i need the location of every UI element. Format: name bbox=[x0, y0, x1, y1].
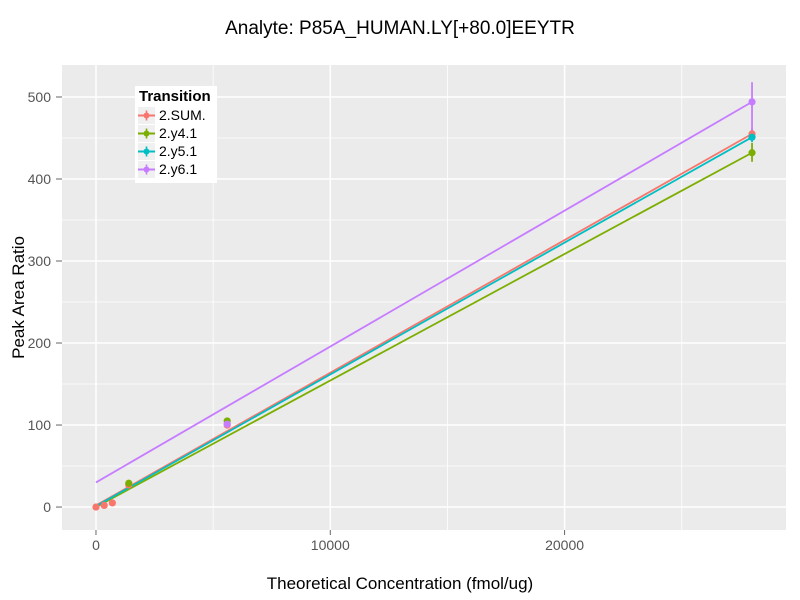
legend-item: 2.y4.1 bbox=[138, 125, 211, 142]
legend-key-glyph bbox=[138, 143, 155, 160]
legend-item-label: 2.y4.1 bbox=[159, 125, 198, 141]
svg-text:0: 0 bbox=[92, 537, 100, 553]
legend-items: 2.SUM. 2.y4.1 2.y5.1 2.y6.1 bbox=[138, 107, 211, 178]
svg-text:300: 300 bbox=[28, 253, 52, 269]
legend-item-label: 2.SUM. bbox=[159, 107, 206, 123]
svg-text:200: 200 bbox=[28, 335, 52, 351]
legend-title: Transition bbox=[139, 88, 211, 105]
legend-key-glyph bbox=[138, 107, 155, 124]
legend-item: 2.y5.1 bbox=[138, 143, 211, 160]
plot-title: Analyte: P85A_HUMAN.LY[+80.0]EEYTR bbox=[225, 18, 575, 39]
legend: Transition 2.SUM. 2.y4.1 2.y5.1 2.y6.1 bbox=[135, 86, 217, 183]
svg-text:20000: 20000 bbox=[545, 537, 584, 553]
svg-text:10000: 10000 bbox=[311, 537, 350, 553]
svg-text:400: 400 bbox=[28, 171, 52, 187]
legend-key-glyph bbox=[138, 125, 155, 142]
x-axis-title: Theoretical Concentration (fmol/ug) bbox=[266, 574, 534, 593]
legend-item-label: 2.y5.1 bbox=[159, 143, 198, 159]
legend-item: 2.y6.1 bbox=[138, 161, 211, 178]
svg-text:500: 500 bbox=[28, 89, 52, 105]
legend-item: 2.SUM. bbox=[138, 107, 211, 124]
svg-text:0: 0 bbox=[43, 499, 51, 515]
legend-key-glyph bbox=[138, 161, 155, 178]
svg-text:100: 100 bbox=[28, 417, 52, 433]
legend-item-label: 2.y6.1 bbox=[159, 161, 198, 177]
y-axis-title-wrap: Peak Area Ratio bbox=[6, 65, 32, 530]
y-axis-title: Peak Area Ratio bbox=[9, 236, 28, 359]
